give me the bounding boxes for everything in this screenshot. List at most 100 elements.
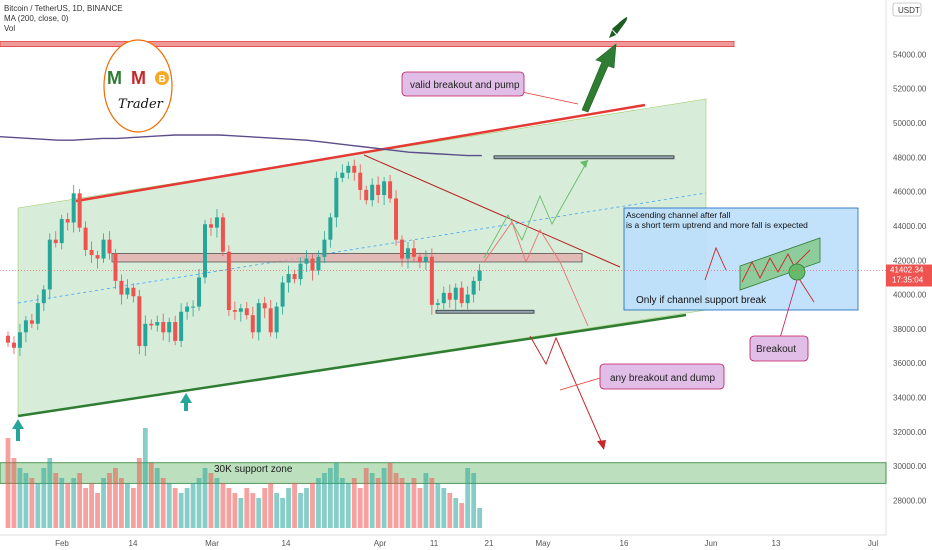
- countdown-text: 17:35:04: [892, 276, 924, 285]
- volume-bar: [262, 488, 268, 528]
- candle-body: [167, 322, 172, 333]
- inset-breakout-point: [788, 263, 806, 281]
- volume-bar: [136, 458, 142, 528]
- candle-body: [280, 282, 285, 307]
- candle-body: [310, 258, 315, 271]
- volume-bar: [29, 478, 35, 528]
- legend-vol: Vol: [4, 24, 16, 33]
- volume-bar: [327, 468, 333, 528]
- x-axis-ticks: Feb 14 Mar 14 Apr 11 21 May 16 Jun 13 Jul: [55, 539, 878, 548]
- volume-bar: [35, 483, 41, 528]
- inset-title-line1: Ascending channel after fall: [626, 210, 731, 220]
- candle-body: [328, 217, 333, 240]
- candle-body: [388, 181, 393, 199]
- upper-target-box: [493, 155, 675, 160]
- candle-body: [238, 308, 243, 312]
- candle-body: [370, 184, 375, 201]
- candle-body: [435, 303, 440, 305]
- x-tick-label: Mar: [205, 539, 219, 548]
- volume-bar: [23, 473, 29, 528]
- y-tick-label: 32000.00: [893, 428, 927, 437]
- candle-body: [119, 280, 124, 295]
- ma200-line: [0, 134, 482, 157]
- inset-footer: Only if channel support break: [636, 295, 767, 306]
- volume-bar: [71, 478, 77, 528]
- volume-bar: [196, 478, 202, 528]
- volume-bar: [250, 493, 256, 528]
- volume-bar: [184, 488, 190, 528]
- candle-body: [286, 273, 291, 283]
- volume-bar: [148, 463, 154, 528]
- y-tick-label: 34000.00: [893, 394, 927, 403]
- support-zone-label: 30K support zone: [214, 464, 293, 475]
- volume-bar: [310, 483, 315, 528]
- volume-bar: [5, 438, 11, 528]
- rocket-icon: [609, 17, 628, 38]
- volume-bar: [47, 458, 53, 528]
- candle-body: [400, 239, 405, 259]
- y-tick-label: 48000.00: [893, 153, 927, 162]
- volume-bar: [166, 483, 172, 528]
- candle-body: [465, 294, 470, 304]
- volume-bar: [286, 488, 291, 528]
- volume-bar: [125, 483, 130, 528]
- candle-body: [29, 320, 34, 324]
- candle-body: [411, 248, 416, 257]
- x-tick-label: 11: [430, 539, 439, 548]
- channel-support-line: [17, 313, 687, 418]
- volume-bar: [214, 478, 220, 528]
- volume-bar: [351, 478, 357, 528]
- currency-badge[interactable]: [892, 2, 922, 17]
- volume-bar: [113, 468, 118, 528]
- x-tick-label: Jul: [868, 539, 878, 548]
- candle-body: [376, 184, 381, 196]
- lower-target-box: [435, 309, 535, 314]
- y-tick-label: 52000.00: [893, 85, 927, 94]
- horizontal-zone: [111, 252, 583, 263]
- bullish-projection-arrow: [580, 160, 588, 168]
- volume-bar: [435, 483, 441, 528]
- volume-bar: [423, 473, 429, 528]
- volume-bar: [41, 468, 47, 528]
- volume-bar: [345, 483, 351, 528]
- candle-body: [214, 217, 219, 228]
- logo-circle: [103, 39, 173, 133]
- volume-bar: [322, 473, 327, 528]
- candle-body: [137, 296, 142, 347]
- volume-bar: [292, 483, 297, 528]
- volume-bar: [220, 483, 226, 528]
- candle-body: [53, 239, 58, 244]
- valid-breakout-callout: [401, 71, 525, 97]
- y-tick-label: 30000.00: [893, 462, 927, 471]
- dump-callout: [599, 363, 725, 390]
- candle-body: [340, 172, 345, 178]
- y-tick-label: 42000.00: [893, 256, 927, 265]
- volume-bar: [160, 478, 166, 528]
- candle-body: [143, 323, 148, 347]
- candle-body: [423, 256, 428, 262]
- buy-arrow-left: [12, 419, 24, 441]
- volume-bar: [363, 468, 369, 528]
- candle-body: [322, 239, 327, 257]
- volume-bar: [274, 493, 280, 528]
- candle-body: [23, 320, 28, 333]
- channel-midline: [17, 192, 707, 304]
- candle-body: [268, 308, 273, 333]
- x-tick-label: 21: [485, 539, 494, 548]
- volume-bar: [107, 473, 112, 528]
- candle-body: [352, 165, 357, 173]
- volume-bar: [89, 483, 94, 528]
- breakout-text: Breakout: [756, 344, 796, 355]
- inset-price-path: [741, 249, 811, 283]
- volume-bar: [11, 458, 17, 528]
- candle-body: [459, 287, 464, 304]
- y-tick-label: 28000.00: [893, 497, 927, 506]
- volume-bar: [304, 488, 309, 528]
- candle-body: [477, 270, 482, 281]
- volume-bar: [447, 493, 453, 528]
- dump-projection-arrow: [597, 440, 606, 450]
- volume-bar: [298, 493, 303, 528]
- volume-bar: [399, 478, 405, 528]
- last-price-text: 41402.34: [890, 266, 924, 275]
